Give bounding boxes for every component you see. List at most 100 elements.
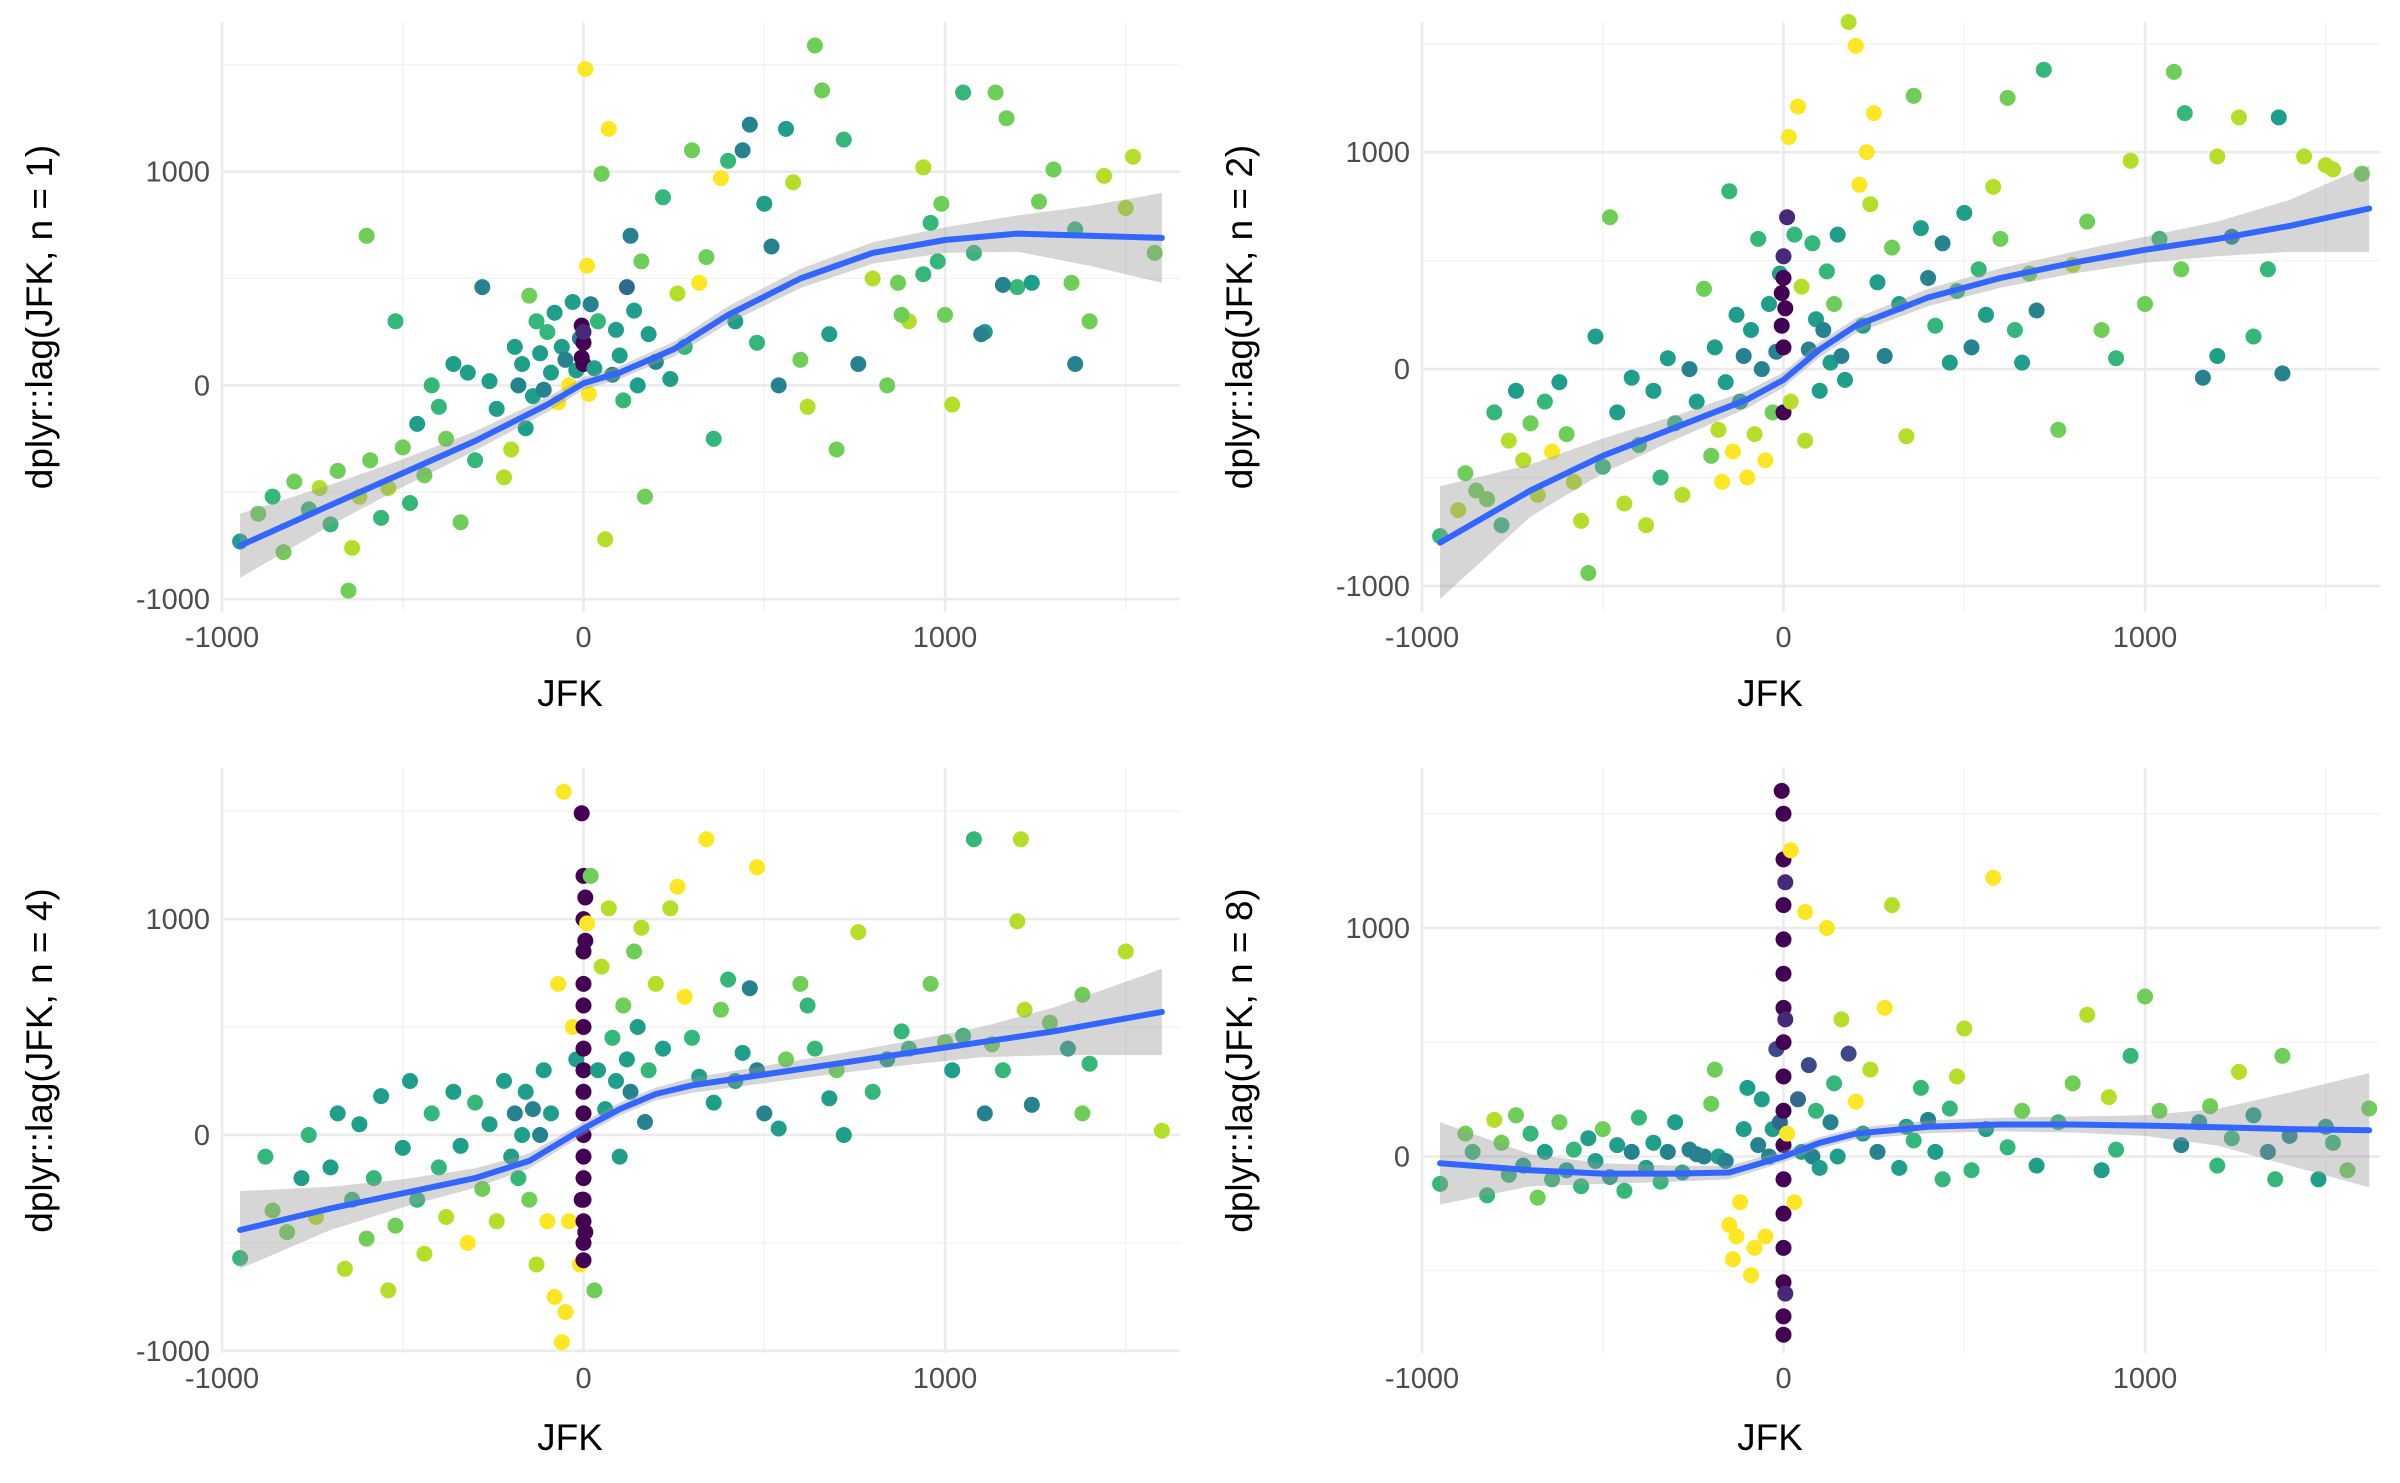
data-point — [250, 505, 267, 522]
x-axis-title: JFK — [1737, 1417, 1803, 1458]
data-point — [1790, 98, 1806, 115]
data-point — [496, 469, 512, 486]
data-point — [1522, 415, 1539, 432]
data-point — [1804, 235, 1821, 252]
data-point — [2245, 328, 2262, 345]
data-point — [1775, 1068, 1792, 1085]
data-point — [577, 61, 594, 77]
data-point — [1486, 404, 1503, 421]
data-point — [387, 1217, 404, 1234]
data-point — [749, 859, 765, 876]
y-axis-title: dplyr::lag(JFK, n = 4) — [19, 888, 60, 1232]
data-point — [2122, 152, 2139, 169]
data-point — [1696, 1148, 1712, 1165]
data-point — [582, 296, 599, 313]
data-point — [669, 285, 686, 302]
data-point — [1522, 1125, 1539, 1142]
data-point — [1898, 428, 1915, 445]
data-point — [2100, 1089, 2117, 1106]
data-point — [955, 84, 972, 101]
data-point — [539, 1213, 556, 1230]
data-point — [1536, 1143, 1553, 1160]
data-point — [496, 1073, 512, 1089]
y-tick-label: 0 — [1394, 1141, 1410, 1173]
data-point — [279, 1224, 296, 1241]
data-point — [1544, 443, 1561, 460]
data-point — [394, 1139, 411, 1156]
data-point — [922, 214, 939, 231]
data-point — [1706, 1061, 1723, 1078]
data-point — [1012, 831, 1029, 848]
data-point — [1714, 473, 1731, 490]
data-point — [806, 37, 823, 54]
data-point — [2259, 261, 2276, 278]
data-point — [2325, 161, 2341, 178]
data-point — [575, 1148, 592, 1165]
data-point — [575, 1170, 592, 1187]
data-point — [1963, 339, 1980, 356]
data-point — [232, 1250, 249, 1266]
data-point — [506, 1105, 523, 1122]
y-tick-label: 0 — [194, 370, 210, 402]
data-point — [1775, 339, 1792, 356]
data-point — [575, 1252, 592, 1269]
x-tick-label: 0 — [1775, 622, 1791, 654]
data-point — [1674, 486, 1691, 503]
data-point — [2194, 369, 2211, 386]
data-point — [2122, 1047, 2139, 1064]
data-point — [593, 165, 610, 182]
data-point — [293, 1170, 310, 1187]
data-point — [1117, 200, 1134, 216]
x-tick-label: 0 — [575, 622, 591, 654]
data-point — [1645, 382, 1662, 399]
data-point — [1645, 1134, 1662, 1151]
data-point — [329, 462, 346, 479]
data-point — [553, 338, 570, 355]
data-point — [452, 514, 469, 531]
data-point — [1016, 1001, 1033, 1018]
data-point — [575, 1105, 592, 1122]
data-point — [1096, 167, 1113, 184]
data-point — [373, 509, 390, 526]
data-point — [503, 441, 520, 458]
data-point — [1515, 452, 1532, 469]
data-point — [864, 1083, 881, 1100]
data-point — [452, 1137, 469, 1154]
data-point — [1536, 393, 1553, 410]
data-point — [1493, 517, 1510, 534]
confidence-band — [240, 968, 1162, 1269]
data-point — [506, 338, 523, 355]
data-point — [1750, 1137, 1767, 1154]
data-point — [1934, 235, 1951, 252]
data-point — [608, 321, 624, 338]
data-point — [1851, 176, 1868, 193]
data-point — [1775, 805, 1792, 822]
data-point — [1818, 263, 1835, 280]
data-point — [1063, 274, 1080, 291]
data-point — [553, 1334, 570, 1351]
data-point — [915, 159, 932, 176]
data-point — [785, 174, 802, 191]
data-point — [575, 975, 592, 992]
data-point — [1949, 1068, 1965, 1085]
data-point — [1753, 361, 1770, 378]
data-point — [340, 582, 357, 599]
data-point — [2176, 105, 2193, 122]
data-point — [835, 1127, 852, 1143]
data-point — [402, 1073, 418, 1089]
points — [1432, 782, 2378, 1343]
data-point — [546, 1288, 563, 1305]
data-point — [524, 1101, 541, 1118]
data-point — [1623, 1143, 1640, 1160]
data-point — [275, 544, 292, 561]
data-point — [1800, 1057, 1817, 1074]
data-point — [402, 495, 418, 511]
data-point — [994, 1062, 1011, 1079]
data-point — [965, 244, 982, 261]
data-point — [2028, 302, 2045, 319]
data-point — [1464, 1143, 1481, 1160]
data-point — [336, 1260, 353, 1277]
data-point — [373, 1088, 390, 1105]
data-point — [1023, 274, 1040, 291]
